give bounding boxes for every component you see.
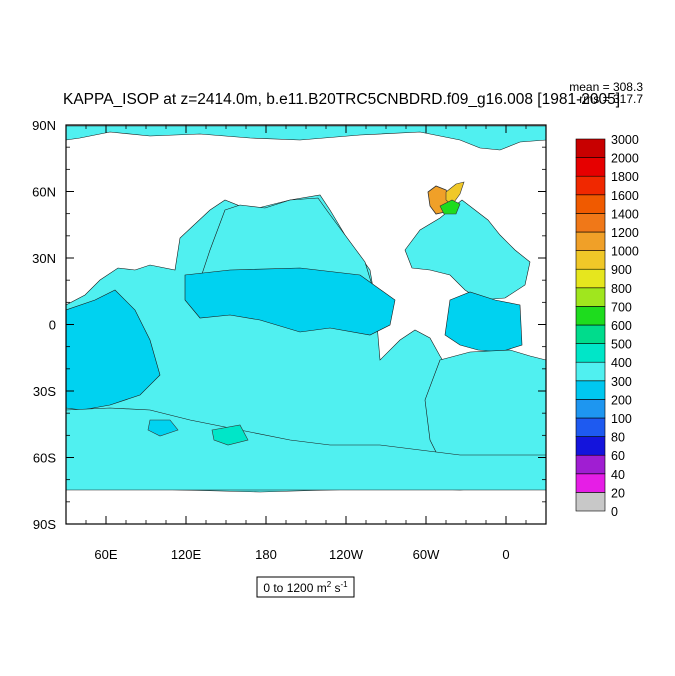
labrador-green-patch bbox=[439, 199, 461, 215]
indian-ocean-patch bbox=[147, 419, 179, 437]
lat-tick-label-0: 90N bbox=[32, 118, 56, 133]
colorbar-swatch-16 bbox=[575, 194, 606, 214]
colorbar-swatch-15 bbox=[575, 213, 606, 233]
lat-tick-label-1: 60N bbox=[32, 185, 56, 200]
colorbar-label-5: 100 bbox=[611, 412, 632, 426]
lat-tick-label-4: 30S bbox=[33, 384, 56, 399]
colorbar-label-11: 700 bbox=[611, 300, 632, 314]
lat-tick-label-6: 90S bbox=[33, 517, 56, 532]
colorbar-swatch-1 bbox=[575, 473, 606, 493]
colorbar-swatch-18 bbox=[575, 157, 606, 177]
colorbar-label-18: 1800 bbox=[611, 170, 639, 184]
latitude-axis: 90N 60N 30N 0 30S 60S 90S bbox=[32, 118, 546, 532]
lon-tick-label-0: 60E bbox=[94, 547, 117, 562]
units-exponent: -1 bbox=[341, 580, 349, 589]
colorbar-swatch-4 bbox=[575, 417, 606, 437]
colorbar-label-19: 2000 bbox=[611, 152, 639, 166]
lon-tick-label-3: 120W bbox=[329, 547, 364, 562]
lon-tick-label-5: 0 bbox=[502, 547, 509, 562]
colorbar-swatch-0 bbox=[575, 492, 606, 512]
colorbar-swatch-2 bbox=[575, 454, 606, 475]
colorbar-swatch-10 bbox=[575, 306, 606, 326]
ocean-field-southern bbox=[66, 407, 546, 491]
units-superscript: 2 bbox=[327, 580, 332, 589]
colorbar-swatch-3 bbox=[575, 436, 606, 456]
colorbar-swatch-8 bbox=[575, 343, 606, 363]
units-tail: s bbox=[331, 581, 340, 595]
colorbar-swatch-12 bbox=[575, 268, 606, 289]
rms-stat: rms = 317.7 bbox=[579, 92, 643, 106]
colorbar-label-6: 200 bbox=[611, 393, 632, 407]
colorbar-label-15: 1200 bbox=[611, 226, 639, 240]
colorbar-swatch-14 bbox=[575, 231, 606, 251]
lon-tick-label-2: 180 bbox=[255, 547, 277, 562]
colorbar: 0 20 40 60 80 100 200 300 400 500 600 700 800 900 1000… bbox=[575, 133, 639, 519]
map-field bbox=[66, 125, 546, 524]
colorbar-label-20: 3000 bbox=[611, 133, 639, 147]
colorbar-swatch-19 bbox=[575, 138, 606, 158]
colorbar-label-10: 600 bbox=[611, 319, 632, 333]
colorbar-label-4: 80 bbox=[611, 431, 625, 445]
colorbar-swatch-13 bbox=[575, 250, 606, 270]
colorbar-label-7: 300 bbox=[611, 375, 632, 389]
lat-tick-label-2: 30N bbox=[32, 251, 56, 266]
colorbar-swatch-5 bbox=[575, 399, 606, 419]
units-label: 0 to 1200 m2 s-1 bbox=[263, 580, 348, 595]
labrador-mid-value-patch bbox=[445, 181, 465, 206]
colorbar-swatch-6 bbox=[575, 380, 606, 400]
colorbar-label-16: 1400 bbox=[611, 207, 639, 221]
lon-tick-label-4: 60W bbox=[413, 547, 440, 562]
colorbar-swatch-17 bbox=[575, 175, 606, 196]
colorbar-swatch-9 bbox=[575, 324, 606, 344]
colorbar-swatch-11 bbox=[575, 287, 606, 307]
colorbar-label-2: 40 bbox=[611, 468, 625, 482]
south-pacific-patch bbox=[211, 424, 249, 446]
colorbar-label-8: 400 bbox=[611, 356, 632, 370]
colorbar-label-17: 1600 bbox=[611, 189, 639, 203]
lat-tick-label-3: 0 bbox=[49, 318, 56, 333]
lon-tick-label-1: 120E bbox=[171, 547, 202, 562]
colorbar-swatch-7 bbox=[575, 361, 606, 382]
units-box bbox=[256, 576, 355, 598]
chart-title: KAPPA_ISOP at z=2414.0m, b.e11.B20TRC5CN… bbox=[63, 91, 620, 108]
colorbar-label-13: 900 bbox=[611, 263, 632, 277]
colorbar-label-12: 800 bbox=[611, 282, 632, 296]
longitude-axis: 60E 120E 180 120W 60W 0 bbox=[65, 125, 547, 562]
ocean-field-200-300-equatorial bbox=[184, 267, 396, 336]
colorbar-label-14: 1000 bbox=[611, 245, 639, 259]
units-range: 0 to 1200 m bbox=[263, 581, 326, 595]
mean-stat: mean = 308.3 bbox=[569, 80, 643, 94]
lat-tick-label-5: 60S bbox=[33, 451, 56, 466]
colorbar-label-1: 20 bbox=[611, 486, 625, 500]
colorbar-label-9: 500 bbox=[611, 338, 632, 352]
ocean-field-atlantic-equatorial bbox=[444, 291, 523, 353]
colorbar-label-0: 0 bbox=[611, 505, 618, 519]
colorbar-label-3: 60 bbox=[611, 449, 625, 463]
